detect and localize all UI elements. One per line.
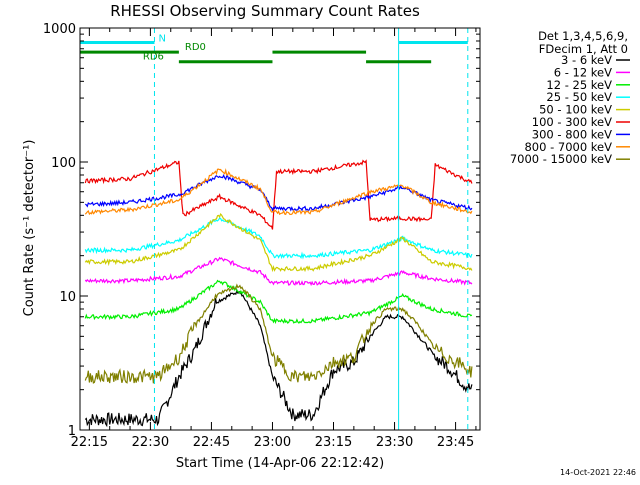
annotation-label-rd0: RD0 — [185, 42, 206, 53]
series-line-800-7000-kev — [84, 168, 473, 216]
legend-label-3-6-kev: 3 - 6 keV — [561, 53, 612, 67]
legend-label-100-300-kev: 100 - 300 keV — [532, 115, 612, 129]
y-axis-label: Count Rate (s⁻¹ detector⁻¹) — [22, 140, 37, 317]
legend-label-6-12-kev: 6 - 12 keV — [554, 65, 612, 79]
annotation-group: N RD0 RD6 — [79, 28, 469, 430]
x-tick-label-23-30: 23:30 — [376, 435, 413, 450]
legend-label-300-800-kev: 300 - 800 keV — [532, 127, 612, 141]
axes-group: 22:15 22:30 22:45 23:00 23:15 23:30 23:45 1 10 10… — [43, 22, 480, 450]
plot-frame — [79, 27, 481, 431]
legend-label-800-7000-kev: 800 - 7000 keV — [524, 140, 612, 154]
chart-title: RHESSI Observing Summary Count Rates — [110, 2, 420, 20]
series-line-25-50-kev — [84, 217, 473, 260]
x-tick-label-23-15: 23:15 — [315, 435, 352, 450]
legend-label-50-100-kev: 50 - 100 keV — [539, 103, 612, 117]
x-tick-label-22-15: 22:15 — [71, 435, 108, 450]
legend-header-line-1: Det 1,3,4,5,6,9, — [538, 29, 628, 43]
annotation-label-n: N — [158, 33, 165, 44]
series-group — [84, 159, 473, 428]
series-line-6-12-kev — [84, 256, 473, 287]
series-line-50-100-kev — [84, 213, 473, 273]
y-tick-label-10: 10 — [59, 290, 76, 305]
x-tick-label-23-45: 23:45 — [437, 435, 474, 450]
legend-header-line-2: FDecim 1, Att 0 — [539, 42, 628, 56]
legend-label-12-25-kev: 12 - 25 keV — [546, 78, 612, 92]
annotation-label-rd6: RD6 — [143, 52, 164, 63]
footer-timestamp: 14-Oct-2021 22:46 — [560, 468, 636, 477]
series-line-100-300-kev — [84, 159, 473, 230]
series-line-12-25-kev — [84, 279, 473, 325]
y-tick-label-1000: 1000 — [43, 22, 76, 37]
series-line-7000-15000-kev — [84, 283, 473, 384]
x-tick-label-22-45: 22:45 — [193, 435, 230, 450]
series-line-3-6-kev — [84, 288, 473, 428]
series-line-300-800-kev — [84, 173, 473, 212]
legend-label-7000-15000-kev: 7000 - 15000 keV — [510, 152, 612, 166]
y-tick-label-100: 100 — [51, 156, 76, 171]
y-tick-label-1: 1 — [68, 424, 76, 439]
x-tick-label-23-00: 23:00 — [254, 435, 291, 450]
x-axis-label: Start Time (14-Apr-06 22:12:42) — [176, 456, 384, 471]
legend: Det 1,3,4,5,6,9, FDecim 1, Att 0 3 - 6 k… — [510, 29, 630, 166]
x-tick-label-22-30: 22:30 — [132, 435, 169, 450]
legend-label-25-50-kev: 25 - 50 keV — [546, 90, 612, 104]
